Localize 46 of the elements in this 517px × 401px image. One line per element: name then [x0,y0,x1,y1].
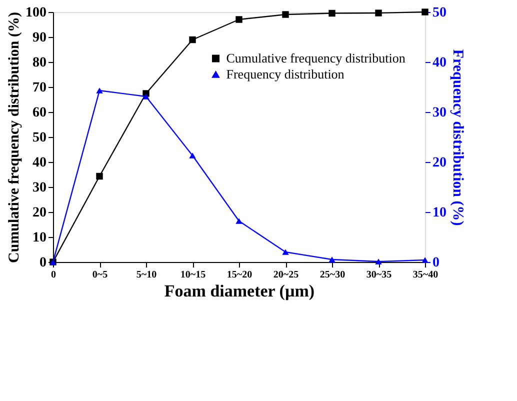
y-tick-label: 30 [32,180,46,196]
x-tick-label: 0 [51,270,56,280]
point [328,256,336,262]
point [282,249,289,255]
y-axis-title: Cumulative frequency distribution (%) [6,12,22,263]
x-tick-label: 35~40 [412,270,438,280]
y-tick-label: 10 [32,230,46,246]
y-tick-label: 100 [26,6,46,20]
y2-tick-label: 20 [432,156,446,170]
y2-tick-label: 50 [432,6,446,20]
point [422,257,428,263]
y2-tick-label: 10 [432,206,446,220]
x-tick-label: 10~15 [180,270,206,280]
y-tick-label: 20 [32,206,46,220]
y-tick-label: 90 [32,30,46,46]
point [142,94,150,100]
y-tick-label: 50 [32,130,46,146]
legend-label: Cumulative frequency distribution [226,50,406,66]
y-tick-label: 40 [32,156,46,170]
y2-tick-label: 40 [432,56,446,70]
point [189,36,196,44]
point [282,11,289,18]
point [422,8,428,16]
x-tick-label: 5~10 [136,270,157,280]
point [375,258,382,264]
point [96,172,103,180]
x-axis-title: Foam diameter (µm) [164,282,315,300]
legend-label: Frequency distribution [226,66,345,82]
x-tick-label: 20~25 [273,270,299,280]
x-tick-label: 30~35 [366,270,392,280]
y2-tick-label: 0 [432,256,440,270]
y-tick-label: 70 [32,80,46,96]
y-tick-label: 80 [32,56,46,70]
point [236,218,242,224]
point [328,10,336,17]
point [375,10,382,16]
y2-tick-label: 30 [432,106,446,120]
y-tick-label: 60 [32,106,46,120]
x-tick-label: 25~30 [320,270,346,280]
point [189,152,196,158]
point [236,16,242,23]
y2-axis-title: Frequency distribution (%) [450,49,466,226]
y-tick-label: 0 [40,256,46,270]
x-tick-label: 15~20 [226,270,252,280]
point [96,88,103,94]
x-tick-label: 0~5 [92,270,108,280]
